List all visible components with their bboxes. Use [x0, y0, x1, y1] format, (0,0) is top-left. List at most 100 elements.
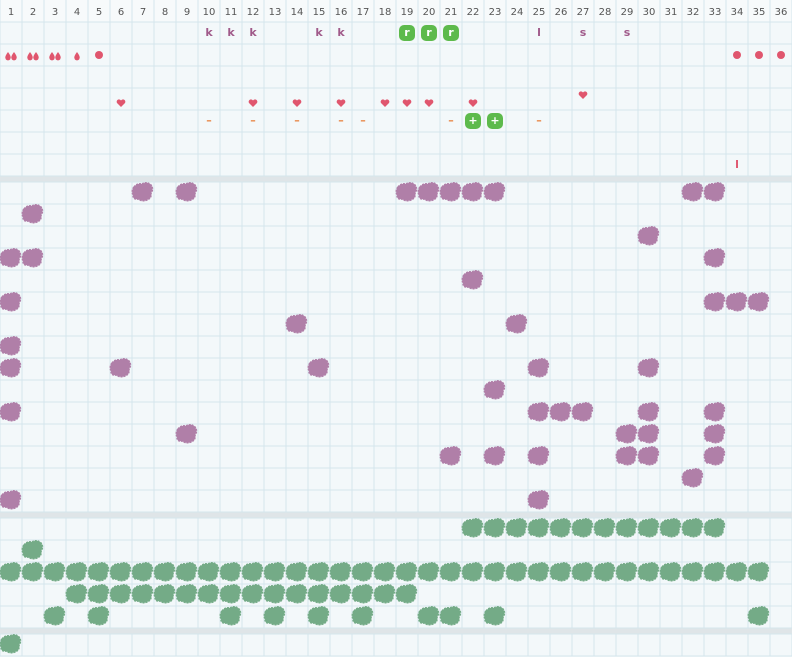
blob [571, 401, 594, 422]
blob [527, 517, 550, 538]
blob [483, 445, 506, 466]
cell-label: + [490, 114, 499, 127]
blob [109, 583, 132, 604]
blob [461, 181, 484, 202]
cell-label: k [315, 26, 323, 39]
blob [527, 445, 550, 466]
cell-label: r [448, 26, 454, 39]
blob [549, 517, 572, 538]
column-number: 29 [621, 7, 634, 18]
blob [483, 379, 506, 400]
blob [439, 445, 462, 466]
blob [549, 401, 572, 422]
blob [87, 605, 110, 626]
blob [703, 561, 726, 582]
blob [87, 561, 110, 582]
blob [681, 181, 704, 202]
blob [571, 517, 594, 538]
blob [483, 517, 506, 538]
column-number: 26 [555, 7, 568, 18]
blob [747, 605, 770, 626]
blob [637, 225, 660, 246]
blob [263, 561, 286, 582]
blob [21, 203, 44, 224]
column-number: 10 [203, 7, 216, 18]
blob [109, 357, 132, 378]
cell-label: – [536, 114, 542, 127]
blob [219, 605, 242, 626]
blob [527, 561, 550, 582]
blob [593, 517, 616, 538]
column-number: 16 [335, 7, 348, 18]
column-number: 35 [753, 7, 766, 18]
blob [65, 561, 88, 582]
drop-icon [5, 52, 11, 61]
blob [637, 561, 660, 582]
blob [109, 561, 132, 582]
cell-label: – [360, 114, 366, 127]
blob [175, 181, 198, 202]
cell-label: s [624, 26, 631, 39]
column-number: 15 [313, 7, 326, 18]
column-number: 14 [291, 7, 304, 18]
blob [417, 605, 440, 626]
blob [483, 181, 506, 202]
column-number: 2 [30, 7, 36, 18]
blob [703, 181, 726, 202]
blob [703, 247, 726, 268]
blob [505, 561, 528, 582]
blob [219, 583, 242, 604]
blob [351, 605, 374, 626]
column-number: 7 [140, 7, 146, 18]
column-number: 21 [445, 7, 458, 18]
blob [615, 517, 638, 538]
blob [637, 357, 660, 378]
drop-icon [49, 52, 55, 61]
column-number: 8 [162, 7, 168, 18]
drop-icon [11, 52, 17, 61]
column-number: 19 [401, 7, 414, 18]
heart-icon [336, 99, 346, 107]
blob [175, 561, 198, 582]
blob [21, 247, 44, 268]
cell-label: s [580, 26, 587, 39]
column-number: 9 [184, 7, 190, 18]
heart-icon [248, 99, 258, 107]
blob [703, 401, 726, 422]
cell-label: – [250, 114, 256, 127]
heart-icon [424, 99, 434, 107]
blob [87, 583, 110, 604]
blob [307, 583, 330, 604]
blob [439, 561, 462, 582]
heart-icon [402, 99, 412, 107]
drop-icon [55, 52, 61, 61]
blob [395, 181, 418, 202]
blob [285, 583, 308, 604]
badge [465, 113, 481, 129]
blob [703, 517, 726, 538]
column-number: 30 [643, 7, 656, 18]
blob [0, 291, 22, 312]
blob [637, 401, 660, 422]
blob [241, 583, 264, 604]
blob [263, 605, 286, 626]
blob [0, 401, 22, 422]
blob [21, 539, 44, 560]
column-number: 33 [709, 7, 722, 18]
column-number: 34 [731, 7, 744, 18]
blob [329, 561, 352, 582]
column-number: 12 [247, 7, 260, 18]
blob [681, 467, 704, 488]
cell-label: l [735, 158, 739, 171]
blob [747, 291, 770, 312]
blob [439, 181, 462, 202]
blob [593, 561, 616, 582]
cell-label: – [294, 114, 300, 127]
blob [681, 561, 704, 582]
blob [747, 561, 770, 582]
heart-icon [578, 91, 588, 99]
blob [175, 583, 198, 604]
blob [505, 517, 528, 538]
blob [219, 561, 242, 582]
